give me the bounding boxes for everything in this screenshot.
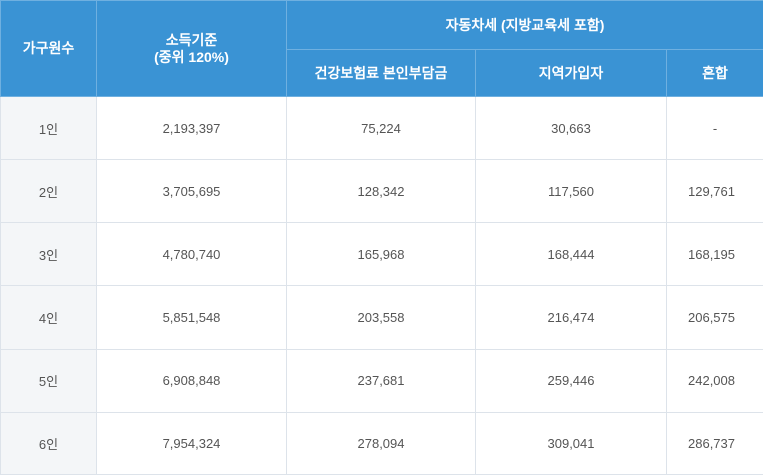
mixed-cell: 242,008 [666,348,763,413]
header-health-insurance: 건강보험료 본인부담금 [286,49,476,97]
header-mixed: 혼합 [666,49,763,97]
income-cell: 3,705,695 [96,159,287,224]
table-row: 2인 3,705,695 128,342 117,560 129,761 [0,159,763,224]
mixed-cell: 286,737 [666,411,763,475]
regional-cell: 117,560 [475,159,667,224]
health-cell: 75,224 [286,95,476,161]
health-cell: 203,558 [286,285,476,350]
mixed-cell: 129,761 [666,159,763,224]
mixed-cell: 168,195 [666,222,763,287]
table-row: 6인 7,954,324 278,094 309,041 286,737 [0,411,763,475]
health-cell: 278,094 [286,411,476,475]
header-tax-group: 자동차세 (지방교육세 포함) [286,0,763,50]
mixed-cell: 206,575 [666,285,763,350]
table-row: 1인 2,193,397 75,224 30,663 - [0,95,763,161]
household-cell: 3인 [0,222,97,287]
regional-cell: 168,444 [475,222,667,287]
household-cell: 5인 [0,348,97,413]
header-income-basis: 소득기준 (중위 120%) [96,0,287,97]
health-cell: 128,342 [286,159,476,224]
header-household-count: 가구원수 [0,0,97,97]
regional-cell: 30,663 [475,95,667,161]
household-cell: 6인 [0,411,97,475]
table-row: 4인 5,851,548 203,558 216,474 206,575 [0,285,763,350]
household-cell: 2인 [0,159,97,224]
income-cell: 5,851,548 [96,285,287,350]
header-income-basis-line1: 소득기준 [165,31,218,48]
income-cell: 4,780,740 [96,222,287,287]
regional-cell: 259,446 [475,348,667,413]
header-income-basis-line2: (중위 120%) [154,48,229,65]
table-row: 3인 4,780,740 165,968 168,444 168,195 [0,222,763,287]
header-regional-subscriber: 지역가입자 [475,49,667,97]
household-cell: 4인 [0,285,97,350]
income-cell: 6,908,848 [96,348,287,413]
regional-cell: 216,474 [475,285,667,350]
health-cell: 237,681 [286,348,476,413]
income-cell: 2,193,397 [96,95,287,161]
health-cell: 165,968 [286,222,476,287]
table-row: 5인 6,908,848 237,681 259,446 242,008 [0,348,763,413]
mixed-cell: - [666,95,763,161]
household-cell: 1인 [0,95,97,161]
income-cell: 7,954,324 [96,411,287,475]
regional-cell: 309,041 [475,411,667,475]
